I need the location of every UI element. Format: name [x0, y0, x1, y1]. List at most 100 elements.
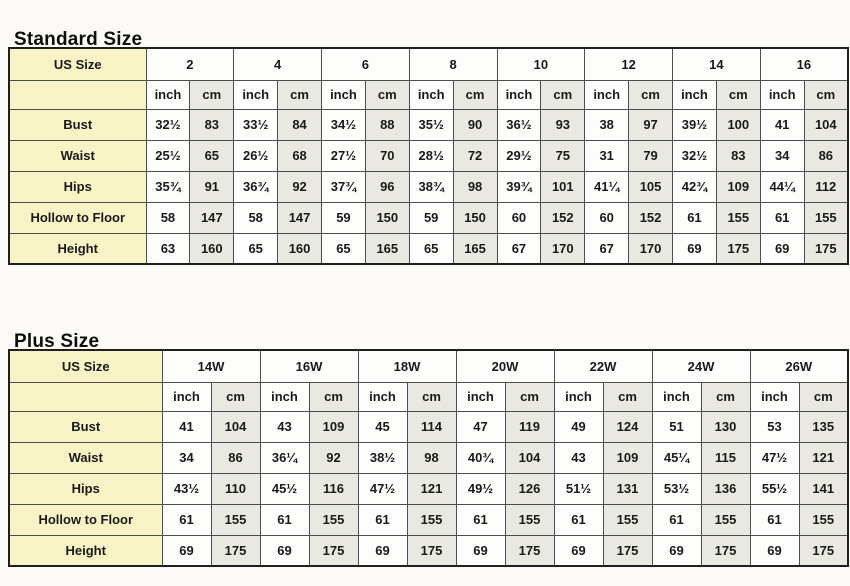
cm-value-cell: 101: [540, 170, 586, 203]
cm-value-cell: 152: [540, 201, 586, 234]
inch-value-cell: 39½: [672, 108, 717, 141]
inch-unit-header-cell: inch: [455, 381, 506, 412]
empty-corner-cell: [8, 381, 163, 412]
cm-value-cell: 110: [210, 472, 261, 505]
cm-value-cell: 165: [364, 232, 410, 265]
inch-value-cell: 36¾: [233, 170, 279, 203]
cm-value-cell: 91: [189, 170, 235, 203]
inch-value-cell: 47: [455, 410, 506, 443]
inch-unit-header-cell: inch: [672, 79, 717, 110]
cm-unit-header-cell: cm: [364, 79, 410, 110]
cm-value-cell: 150: [364, 201, 410, 234]
cm-value-cell: 155: [406, 503, 457, 536]
inch-value-cell: 45: [357, 410, 408, 443]
cm-value-cell: 155: [715, 201, 761, 234]
cm-value-cell: 79: [628, 139, 673, 172]
inch-value-cell: 45½: [259, 472, 310, 505]
cm-value-cell: 93: [540, 108, 586, 141]
inch-unit-header-cell: inch: [496, 79, 542, 110]
cm-value-cell: 155: [700, 503, 751, 536]
cm-value-cell: 86: [210, 441, 261, 474]
cm-value-cell: 150: [452, 201, 498, 234]
inch-unit-header-cell: inch: [553, 381, 604, 412]
inch-value-cell: 63: [145, 232, 191, 265]
inch-value-cell: 69: [651, 534, 702, 567]
inch-value-cell: 34½: [321, 108, 366, 141]
measurement-row: Height 63 160 65 160 65 165 65 165 67 170 67 170 69 17…: [8, 232, 849, 265]
measurement-row: Waist 25½ 65 26½ 68 27½ 70 28½ 72 29½ 75 31 79 32½ 83 3…: [8, 139, 849, 172]
measurement-row-label: Height: [8, 534, 163, 567]
cm-unit-header-cell: cm: [798, 381, 849, 412]
cm-value-cell: 104: [504, 441, 555, 474]
measurement-row: Waist 34 86 36¼ 92 38½ 98 40¾ 104 43 109 45¼ 115 47½ 1…: [8, 441, 849, 474]
cm-unit-header-cell: cm: [504, 381, 555, 412]
cm-value-cell: 92: [277, 170, 322, 203]
inch-value-cell: 32½: [145, 108, 191, 141]
inch-value-cell: 25½: [145, 139, 191, 172]
cm-value-cell: 121: [406, 472, 457, 505]
inch-value-cell: 51½: [553, 472, 604, 505]
inch-unit-header-cell: inch: [759, 79, 805, 110]
measurement-row: Hollow to Floor 58 147 58 147 59 150 59 150 60 152…: [8, 201, 849, 234]
inch-value-cell: 38¾: [408, 170, 454, 203]
inch-value-cell: 38½: [357, 441, 408, 474]
inch-value-cell: 49½: [455, 472, 506, 505]
inch-value-cell: 29½: [496, 139, 542, 172]
cm-value-cell: 97: [628, 108, 673, 141]
plus-size-table: US Size 14W 16W 18W 20W 22W 24W 26W inch cm inch cm…: [8, 349, 849, 567]
inch-value-cell: 53½: [651, 472, 702, 505]
cm-unit-header-cell: cm: [715, 79, 761, 110]
size-header-row: US Size 2 4 6 8 10 12 14 16: [8, 47, 849, 81]
inch-value-cell: 28½: [408, 139, 454, 172]
inch-value-cell: 61: [759, 201, 805, 234]
inch-value-cell: 41: [759, 108, 805, 141]
cm-value-cell: 109: [715, 170, 761, 203]
cm-value-cell: 100: [715, 108, 761, 141]
inch-value-cell: 39¾: [496, 170, 542, 203]
inch-value-cell: 40¾: [455, 441, 506, 474]
cm-unit-header-cell: cm: [602, 381, 653, 412]
inch-value-cell: 43½: [161, 472, 212, 505]
size-header-cell: 2: [145, 47, 235, 81]
cm-value-cell: 70: [364, 139, 410, 172]
cm-value-cell: 160: [277, 232, 322, 265]
standard-size-table: US Size 2 4 6 8 10 12 14 16 inch cm inch cm inch cm inc…: [8, 47, 849, 265]
inch-value-cell: 69: [553, 534, 604, 567]
cm-value-cell: 83: [715, 139, 761, 172]
cm-value-cell: 104: [210, 410, 261, 443]
cm-value-cell: 155: [210, 503, 261, 536]
inch-value-cell: 34: [759, 139, 805, 172]
cm-value-cell: 84: [277, 108, 322, 141]
inch-value-cell: 65: [321, 232, 366, 265]
inch-value-cell: 61: [455, 503, 506, 536]
cm-value-cell: 175: [210, 534, 261, 567]
measurement-row: Height 69 175 69 175 69 175 69 175 69 175 69 175 69 17…: [8, 534, 849, 567]
cm-value-cell: 175: [803, 232, 849, 265]
measurement-row-label: Waist: [8, 139, 147, 172]
cm-value-cell: 175: [504, 534, 555, 567]
size-header-cell: 16: [759, 47, 849, 81]
cm-value-cell: 114: [406, 410, 457, 443]
us-size-corner-cell: US Size: [8, 47, 147, 81]
size-header-cell: 18W: [357, 349, 457, 383]
cm-value-cell: 83: [189, 108, 235, 141]
inch-value-cell: 61: [672, 201, 717, 234]
inch-value-cell: 69: [357, 534, 408, 567]
cm-unit-header-cell: cm: [277, 79, 322, 110]
inch-value-cell: 27½: [321, 139, 366, 172]
cm-value-cell: 170: [628, 232, 673, 265]
measurement-row: Hips 43½ 110 45½ 116 47½ 121 49½ 126 51½ 131 53½ 136…: [8, 472, 849, 505]
measurement-row-label: Bust: [8, 108, 147, 141]
inch-value-cell: 32½: [672, 139, 717, 172]
inch-value-cell: 47½: [749, 441, 800, 474]
inch-value-cell: 61: [749, 503, 800, 536]
cm-value-cell: 155: [602, 503, 653, 536]
cm-value-cell: 130: [700, 410, 751, 443]
cm-value-cell: 155: [308, 503, 359, 536]
cm-value-cell: 155: [798, 503, 849, 536]
cm-value-cell: 116: [308, 472, 359, 505]
cm-value-cell: 155: [803, 201, 849, 234]
size-header-cell: 10: [496, 47, 586, 81]
cm-value-cell: 141: [798, 472, 849, 505]
inch-value-cell: 58: [145, 201, 191, 234]
